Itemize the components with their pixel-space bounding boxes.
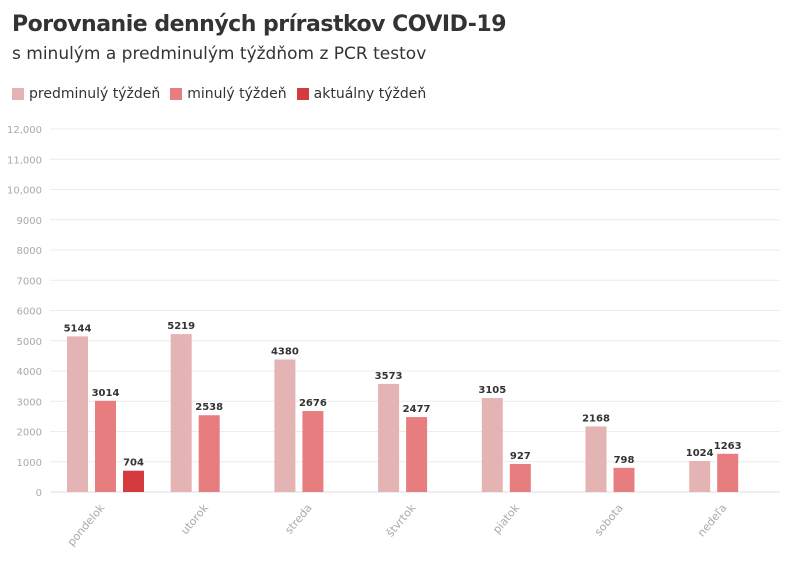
y-tick-label: 8000	[17, 246, 42, 257]
y-tick-label: 7000	[17, 276, 42, 287]
y-tick-label: 1000	[17, 458, 42, 469]
data-label: 4380	[271, 347, 299, 358]
bar	[198, 415, 220, 492]
y-tick-label: 0	[36, 488, 42, 499]
data-label: 1024	[686, 448, 714, 459]
bar	[302, 411, 324, 492]
data-label: 2168	[582, 413, 610, 424]
y-tick-label: 6000	[17, 307, 42, 318]
chart-title: Porovnanie denných prírastkov COVID-19	[12, 12, 507, 37]
data-label: 704	[123, 458, 144, 469]
legend-item-aktualny[interactable]: aktuálny týždeň	[296, 86, 427, 102]
x-tick-label: streda	[282, 502, 314, 537]
y-tick-label: 10,000	[7, 186, 42, 197]
data-label: 2477	[403, 404, 431, 415]
data-label: 3014	[92, 388, 120, 399]
data-label: 3573	[375, 371, 403, 382]
legend-swatch	[170, 88, 183, 100]
bar	[378, 383, 400, 492]
legend-label: minulý týždeň	[187, 86, 287, 102]
bar	[95, 400, 116, 492]
bar	[613, 467, 635, 492]
x-tick-label: sobota	[592, 502, 626, 539]
data-label: 5144	[64, 323, 92, 334]
y-tick-label: 5000	[17, 337, 42, 348]
bar	[585, 426, 607, 492]
x-tick-label: nedeľa	[695, 502, 730, 540]
data-label: 1263	[714, 441, 742, 452]
data-label: 798	[614, 455, 635, 466]
bar	[67, 336, 88, 492]
chart-subtitle: s minulým a predminulým týždňom z PCR te…	[12, 44, 427, 64]
data-label: 2538	[195, 402, 223, 413]
y-tick-label: 9000	[17, 216, 42, 227]
y-tick-label: 11,000	[7, 155, 42, 166]
data-label: 927	[510, 451, 531, 462]
x-tick-label: štvrtok	[384, 501, 419, 539]
data-label: 3105	[478, 385, 506, 396]
bar	[509, 463, 531, 492]
y-tick-label: 4000	[17, 367, 42, 378]
legend-label: predminulý týždeň	[29, 86, 161, 102]
x-tick-label: pondelok	[65, 501, 108, 549]
bar	[170, 334, 192, 492]
y-tick-label: 2000	[17, 428, 42, 439]
legend-label: aktuálny týždeň	[313, 86, 427, 102]
bar	[123, 470, 144, 492]
legend-item-minuly[interactable]: minulý týždeň	[170, 86, 287, 102]
bar	[717, 453, 739, 492]
legend: predminulý týždeň minulý týždeň aktuálny…	[12, 86, 426, 102]
bar	[689, 461, 711, 492]
bar	[481, 398, 503, 492]
y-tick-label: 3000	[17, 397, 42, 408]
data-label: 5219	[167, 321, 195, 332]
y-tick-label: 12,000	[7, 125, 42, 136]
legend-swatch	[296, 88, 309, 100]
bar	[274, 359, 296, 492]
legend-swatch	[12, 88, 24, 100]
bar	[406, 417, 428, 492]
legend-item-predminuly[interactable]: predminulý týždeň	[12, 86, 160, 102]
x-tick-label: utorok	[178, 501, 211, 537]
data-label: 2676	[299, 398, 327, 409]
x-tick-label: piatok	[490, 501, 522, 536]
